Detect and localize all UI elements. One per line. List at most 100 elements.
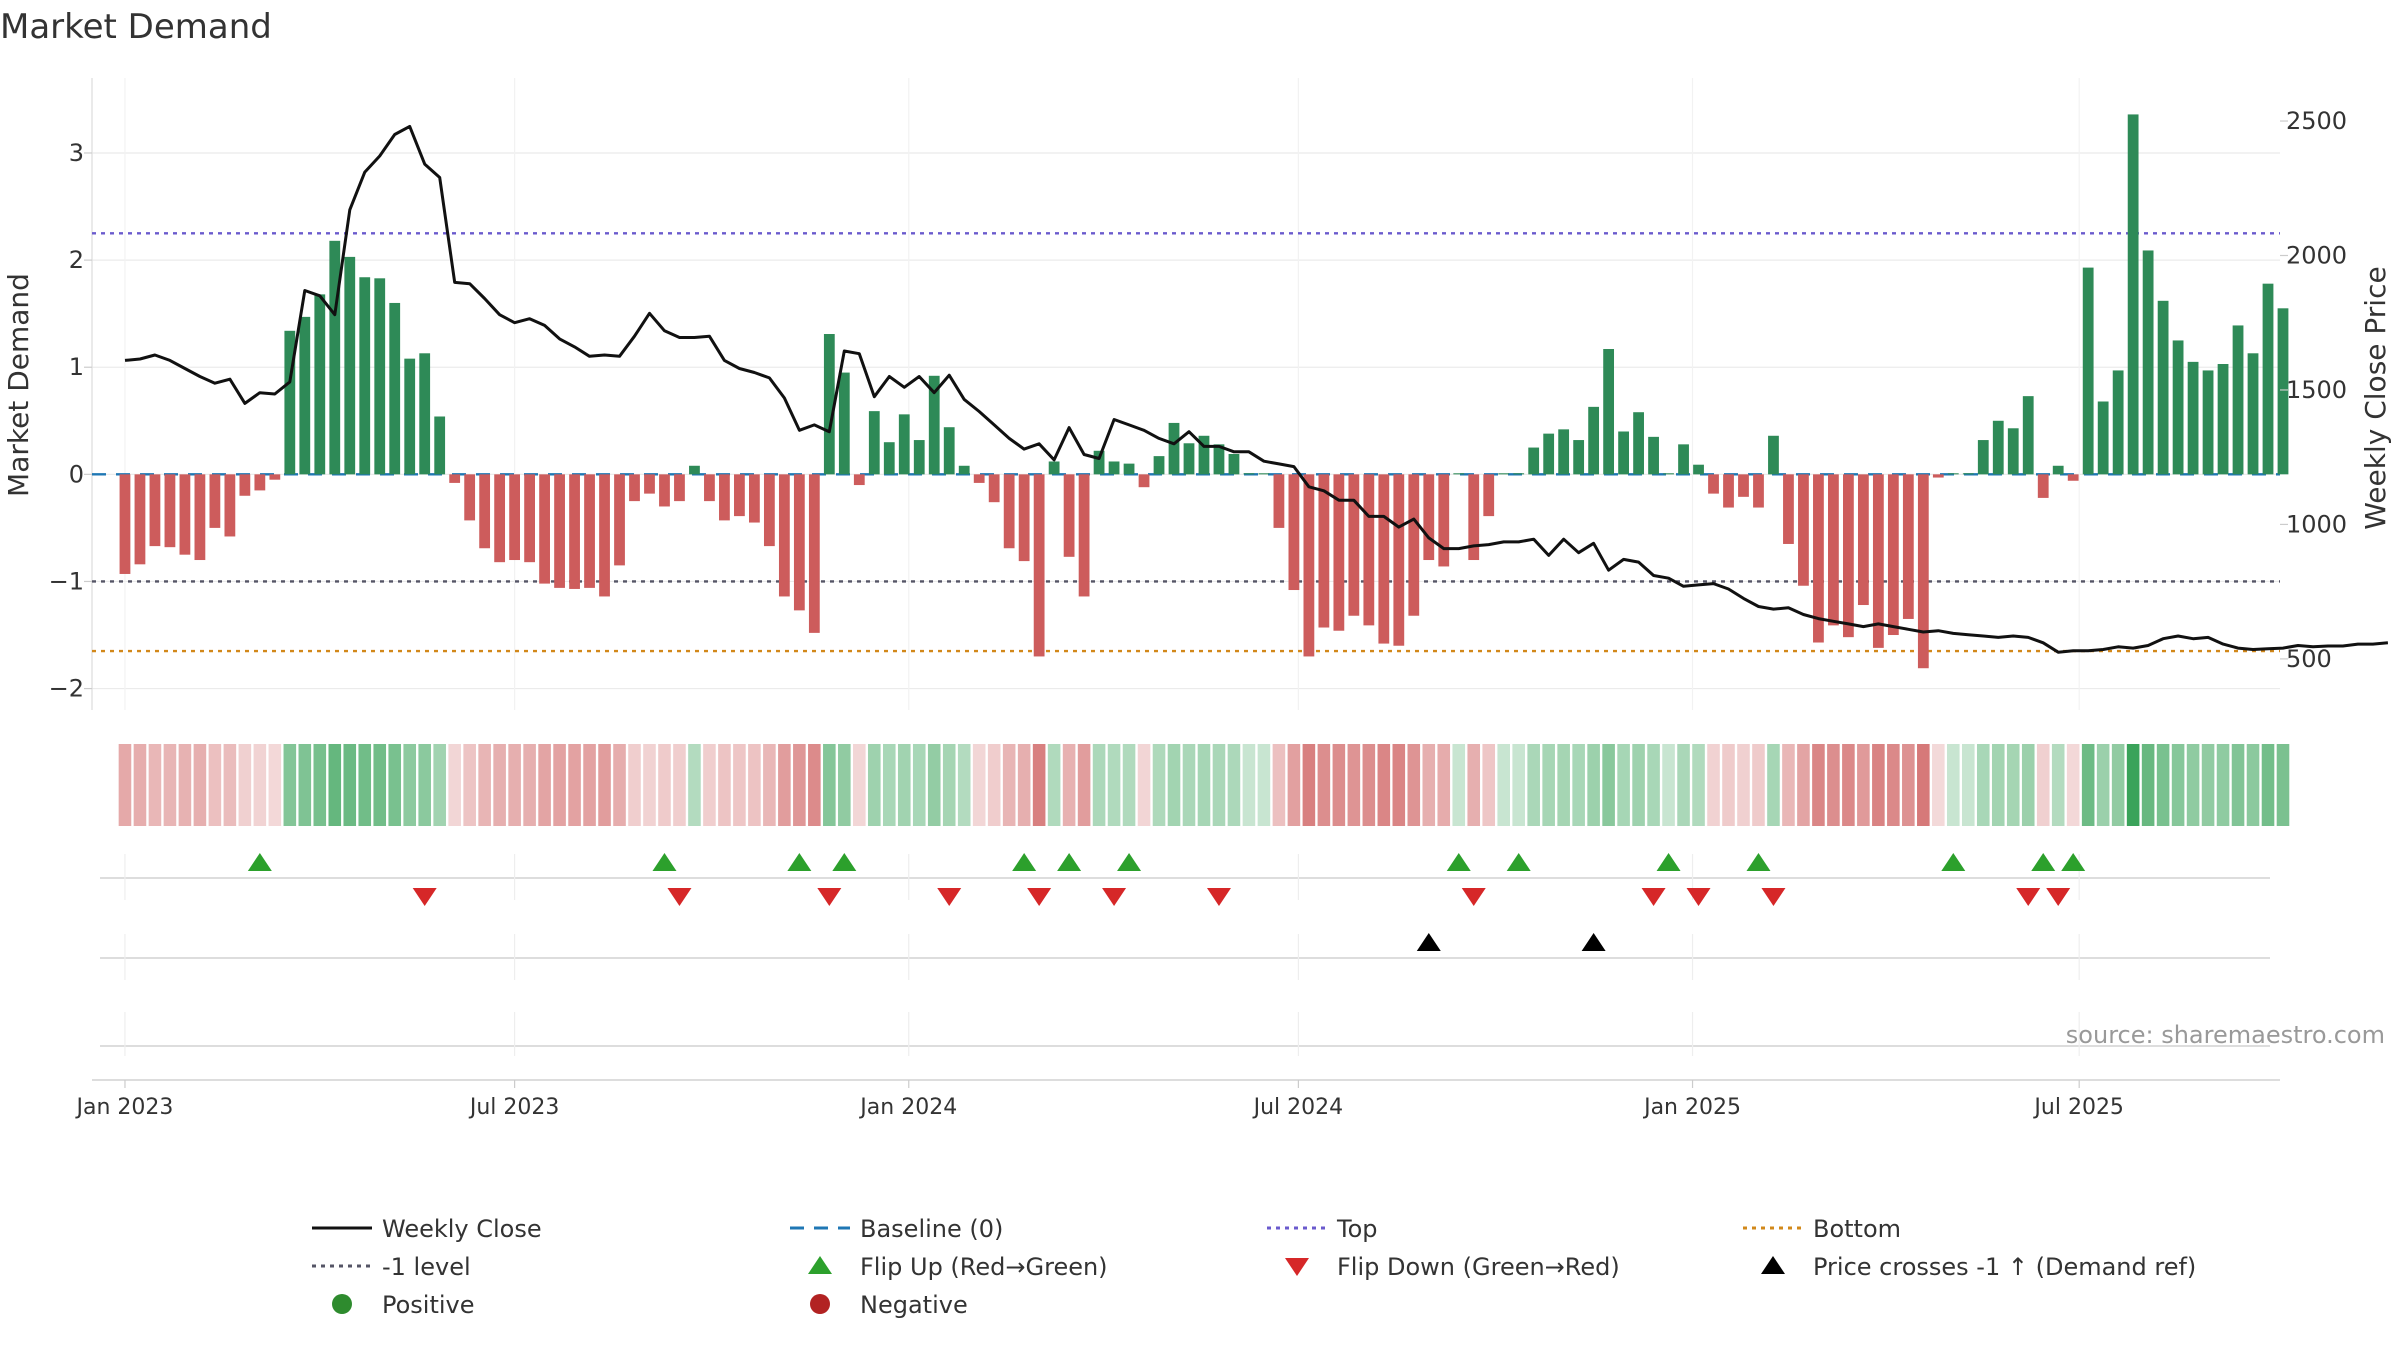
legend-item-negative: Negative: [810, 1291, 968, 1319]
demand-bar: [494, 474, 506, 563]
heat-strip-cell: [1137, 744, 1151, 826]
heat-strip-cell: [763, 744, 776, 826]
demand-bar: [1258, 473, 1270, 475]
demand-bar: [239, 474, 251, 496]
demand-bar: [2202, 370, 2214, 475]
demand-bar: [1992, 420, 2004, 475]
flip-down-marker: [1641, 888, 1666, 906]
demand-bar: [898, 414, 910, 475]
demand-bar: [778, 474, 790, 597]
demand-bar: [299, 316, 311, 475]
demand-bar: [284, 330, 296, 475]
legend-weekly-close-label: Weekly Close: [382, 1215, 542, 1243]
heat-strip-cell: [2126, 744, 2140, 826]
demand-bar: [1318, 474, 1330, 628]
demand-bar: [569, 474, 580, 589]
heat-strip-cell: [1422, 744, 1436, 826]
heat-strip-cell: [613, 744, 626, 826]
demand-bar: [1648, 436, 1659, 475]
legend-positive-label: Positive: [382, 1291, 475, 1319]
demand-bar: [2127, 114, 2139, 475]
heat-strip-cell: [1872, 744, 1885, 826]
heat-strip-cell: [1452, 744, 1466, 826]
flip-down-marker: [1461, 888, 1486, 906]
heat-strip-cell: [658, 744, 671, 826]
flip-down-marker: [412, 888, 437, 906]
demand-bar: [1588, 406, 1600, 475]
y-tick-label: −2: [49, 675, 84, 703]
demand-bar: [344, 256, 356, 475]
heat-strip-cell: [748, 744, 761, 826]
demand-bar: [389, 302, 401, 475]
heat-strip-cell: [1797, 744, 1810, 826]
heat-strip-cell: [208, 744, 222, 826]
flip-up-marker: [2061, 853, 2086, 871]
heat-strip-cell: [298, 744, 312, 826]
y2-tick-label: 500: [2286, 645, 2332, 673]
heat-strip-cell: [808, 744, 821, 826]
heat-strip-cell: [1347, 744, 1361, 826]
heat-strip-cell: [2081, 744, 2095, 826]
demand-bar: [748, 474, 760, 523]
demand-bar: [164, 474, 176, 548]
demand-bar: [1408, 474, 1420, 616]
heat-strip-cell: [2276, 744, 2290, 826]
heat-strip-cell: [1617, 744, 1630, 826]
demand-bar: [329, 240, 341, 475]
heat-strip-cell: [2036, 744, 2050, 826]
heat-strip-cell: [1227, 744, 1241, 826]
demand-bar: [509, 474, 521, 561]
heat-strip-cell: [598, 744, 611, 826]
legend-flip-down-label: Flip Down (Green→Red): [1337, 1253, 1620, 1281]
demand-bar: [1123, 463, 1135, 475]
demand-bar: [1453, 473, 1465, 475]
heat-strip-cell: [1437, 744, 1451, 826]
demand-bar: [119, 474, 131, 574]
heat-strip-cell: [927, 744, 941, 826]
demand-bar: [958, 465, 970, 475]
heat-strip-cell: [313, 744, 327, 826]
demand-bar: [554, 474, 565, 588]
y2-tick-label: 2000: [2286, 241, 2347, 269]
heat-strip-cell: [867, 744, 881, 826]
y2-axis-label: Weekly Close Price: [2359, 266, 2392, 529]
heat-strip-cell: [912, 744, 926, 826]
demand-bar: [674, 474, 685, 502]
demand-bar: [1378, 474, 1390, 644]
heat-strip-cell: [2261, 744, 2275, 826]
demand-bar: [808, 474, 820, 633]
legend-price-cross-label: Price crosses -1 ↑ (Demand ref): [1813, 1253, 2196, 1281]
flip-up-marker: [652, 853, 677, 871]
demand-bar: [1243, 473, 1255, 475]
flip-up-marker: [1746, 853, 1771, 871]
heat-strip-cell: [1197, 744, 1211, 826]
demand-bar: [2037, 474, 2049, 498]
heat-strip-cell: [433, 744, 446, 826]
heat-strip-cell: [1272, 744, 1286, 826]
demand-bar: [1887, 474, 1899, 636]
demand-bars: [119, 114, 2289, 669]
flip-down-marker: [667, 888, 692, 906]
heat-strip-cell: [2021, 744, 2035, 826]
heat-strip-cell: [2141, 744, 2155, 826]
demand-bar: [1872, 474, 1884, 648]
positive-dot-icon: [332, 1294, 352, 1314]
heat-strip-cell: [793, 744, 806, 826]
demand-bar: [254, 474, 266, 491]
demand-bar: [179, 474, 191, 555]
demand-bar: [1213, 444, 1225, 475]
legend-item-flip-up: Flip Up (Red→Green): [808, 1253, 1108, 1281]
flip-up-marker: [1012, 853, 1037, 871]
heat-strip-cell: [1002, 744, 1016, 826]
heat-strip-cell: [463, 744, 476, 826]
demand-bar: [1498, 473, 1510, 475]
demand-bar: [1063, 474, 1075, 557]
demand-bar: [2217, 364, 2229, 475]
demand-bar: [359, 277, 371, 475]
heat-strip-cell: [1632, 744, 1645, 826]
flip-down-marker: [1027, 888, 1052, 906]
demand-bar: [2262, 283, 2274, 475]
heat-strip-cell: [688, 744, 701, 826]
heat-strip-cell: [1917, 744, 1930, 826]
demand-bar: [853, 474, 865, 486]
